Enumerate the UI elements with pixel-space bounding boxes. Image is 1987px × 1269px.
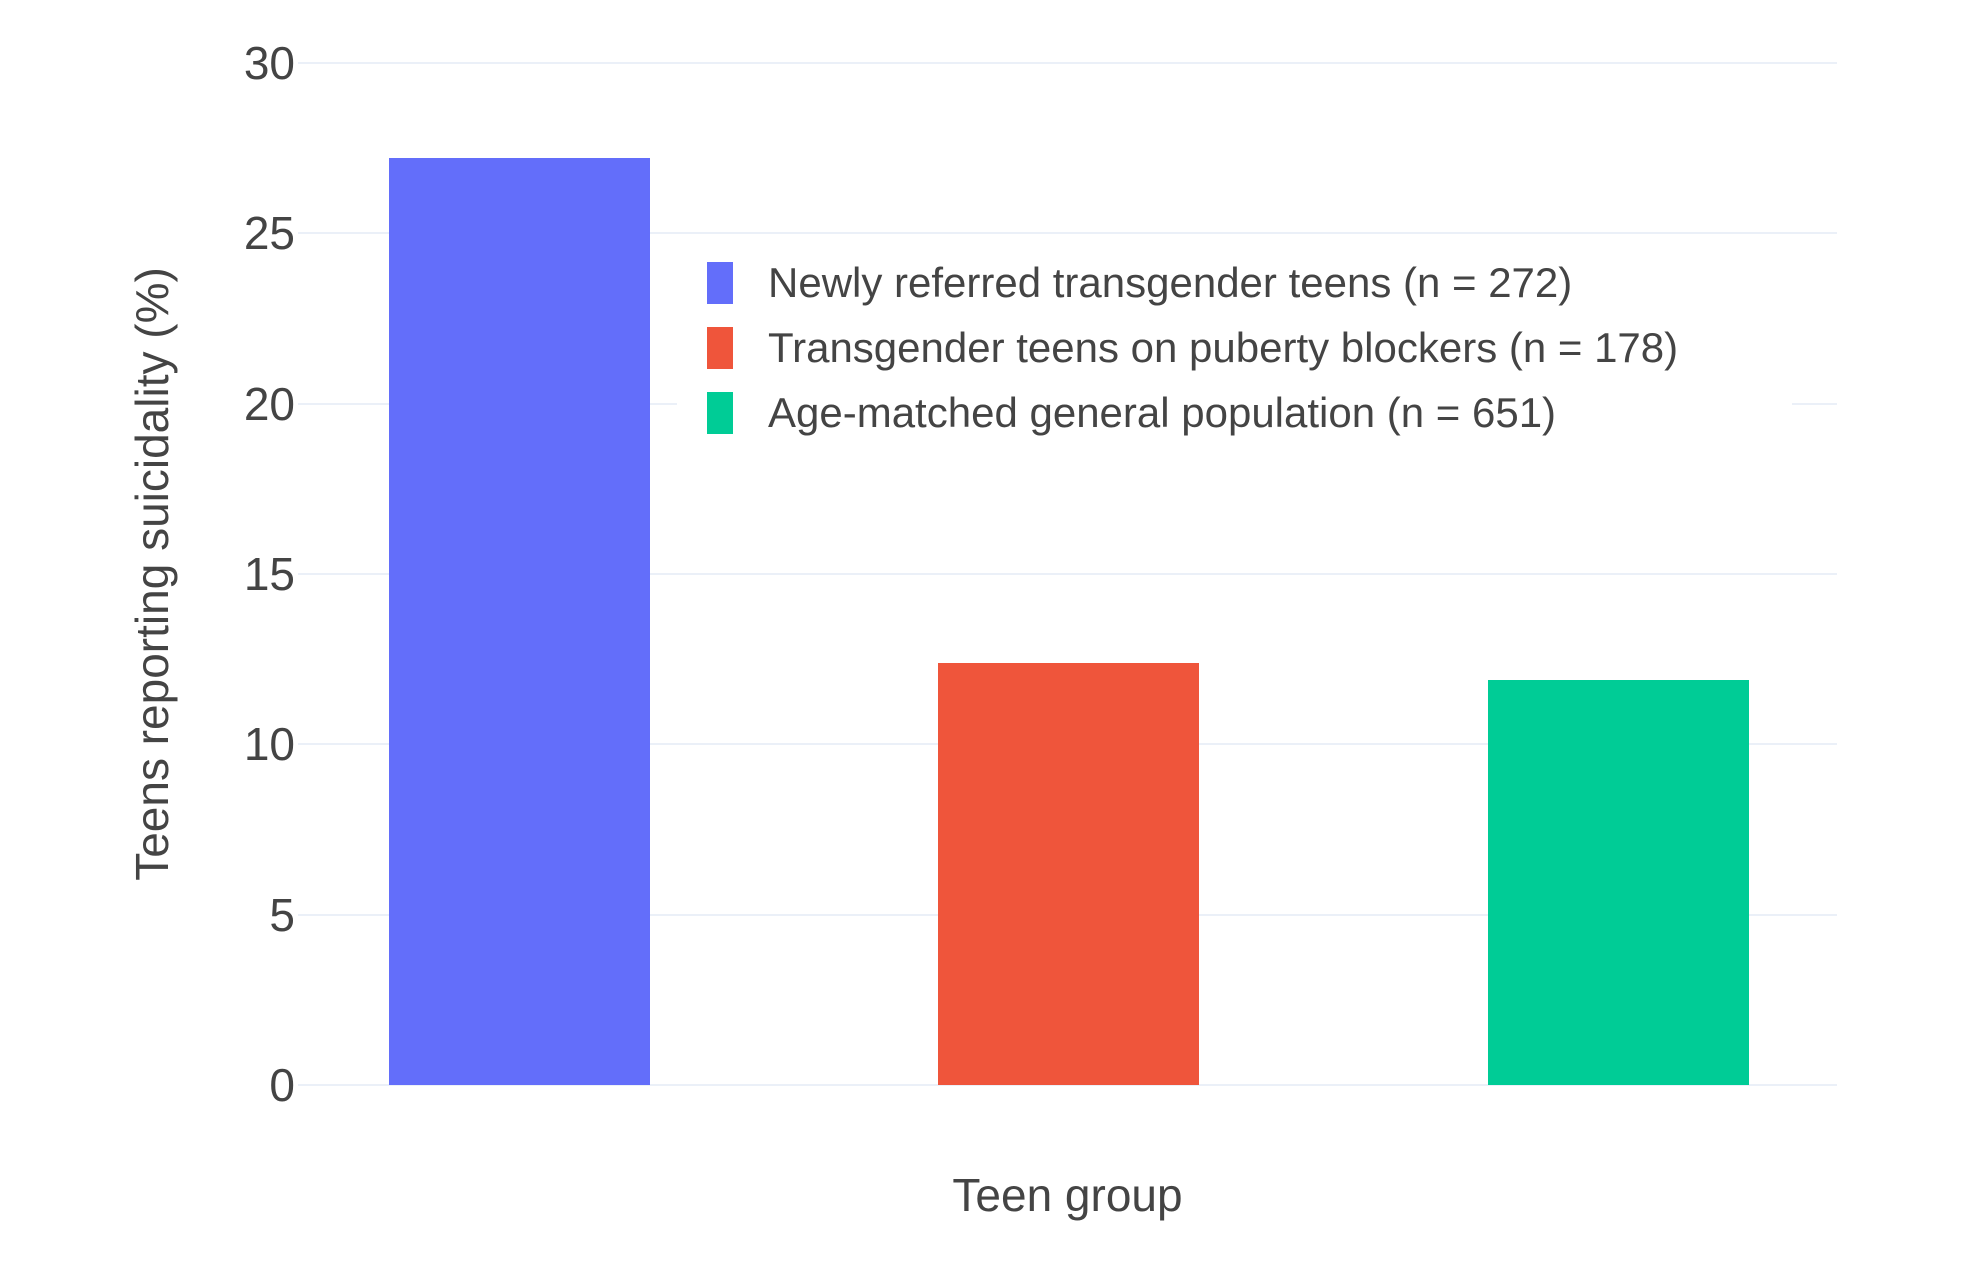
y-axis-title: Teens reporting suicidality (%) bbox=[126, 267, 178, 881]
x-axis-title: Teen group bbox=[952, 1169, 1183, 1221]
plot-area bbox=[298, 62, 1837, 1086]
legend-swatch-icon bbox=[707, 326, 733, 369]
bar-2[interactable] bbox=[1487, 679, 1749, 1085]
gridline-y-25 bbox=[298, 232, 1837, 235]
y-tick-label: 5 bbox=[269, 888, 295, 941]
legend-item-0[interactable]: Newly referred transgender teens (n = 27… bbox=[677, 250, 1792, 315]
legend-item-1[interactable]: Transgender teens on puberty blockers (n… bbox=[677, 315, 1792, 380]
y-tick-label: 0 bbox=[269, 1059, 295, 1111]
legend-swatch-icon bbox=[707, 261, 733, 304]
legend: Newly referred transgender teens (n = 27… bbox=[677, 245, 1792, 455]
y-tick-label: 20 bbox=[243, 377, 295, 430]
gridline-y-30 bbox=[298, 62, 1837, 64]
y-tick-label: 25 bbox=[243, 207, 295, 260]
bar-1[interactable] bbox=[938, 662, 1199, 1085]
y-tick-label: 30 bbox=[243, 37, 295, 89]
legend-item-label: Age-matched general population (n = 651) bbox=[768, 388, 1557, 436]
legend-item-2[interactable]: Age-matched general population (n = 651) bbox=[677, 380, 1792, 445]
bar-0[interactable] bbox=[388, 158, 650, 1085]
y-tick-label: 10 bbox=[243, 718, 295, 771]
legend-item-label: Transgender teens on puberty blockers (n… bbox=[768, 323, 1679, 371]
legend-swatch-icon bbox=[707, 391, 733, 434]
gridline-y-0 bbox=[298, 1084, 1837, 1086]
legend-item-label: Newly referred transgender teens (n = 27… bbox=[768, 258, 1573, 306]
gridline-y-15 bbox=[298, 573, 1837, 575]
y-tick-label: 15 bbox=[243, 548, 295, 600]
